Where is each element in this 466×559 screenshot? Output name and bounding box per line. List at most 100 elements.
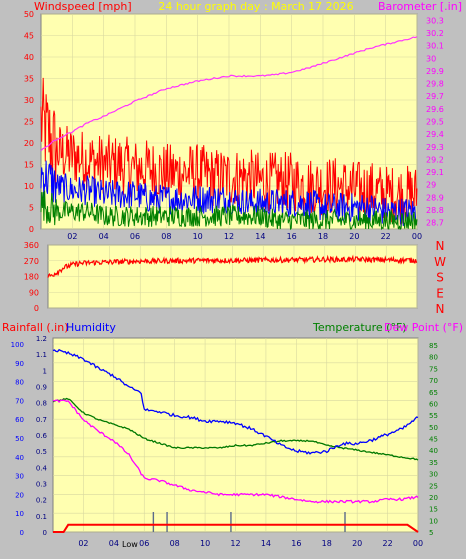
baro-tick-label: 28.7 bbox=[426, 219, 444, 228]
humidity-tick-label: 90 bbox=[15, 360, 24, 368]
wind-x-tick-label: 06 bbox=[130, 232, 140, 241]
lower-x-tick-label: 06 bbox=[139, 539, 149, 548]
wind-tick-label: 45 bbox=[24, 32, 34, 41]
direction-tick-label: 0 bbox=[34, 304, 39, 313]
temperature-tick-label: 50 bbox=[429, 424, 438, 432]
temperature-tick-label: 30 bbox=[429, 471, 438, 479]
baro-tick-label: 29.5 bbox=[426, 118, 444, 127]
dewpoint-line bbox=[52, 399, 419, 504]
temperature-tick-label: 65 bbox=[429, 389, 438, 397]
humidity-tick-label: 50 bbox=[15, 435, 24, 443]
baro-tick-label: 29.2 bbox=[426, 155, 444, 164]
baro-tick-label: 29.8 bbox=[426, 80, 444, 89]
barometer-axis-labels: 30.3 30.2 30.1 30 29.9 29.8 29.7 29.6 29.5 29.4 29… bbox=[426, 16, 444, 227]
baro-tick-label: 29.4 bbox=[426, 130, 444, 139]
compass-label: S bbox=[436, 271, 444, 285]
wind-tick-label: 35 bbox=[24, 75, 34, 84]
rain-tick-label: 0.6 bbox=[36, 432, 48, 440]
wind-x-tick-label: 00 bbox=[412, 232, 422, 241]
wind-tick-label: 10 bbox=[24, 182, 34, 191]
baro-tick-label: 28.9 bbox=[426, 193, 444, 202]
humidity-tick-label: 30 bbox=[15, 473, 24, 481]
wind-x-tick-label: 14 bbox=[255, 232, 265, 241]
compass-label: W bbox=[434, 255, 446, 269]
barometer-line bbox=[40, 36, 418, 152]
wind-x-tick-label: 12 bbox=[224, 232, 234, 241]
lower-x-tick-label: 02 bbox=[78, 539, 88, 548]
baro-tick-label: 29.6 bbox=[426, 105, 444, 114]
temperature-tick-label: 20 bbox=[429, 494, 438, 502]
rain-tick-label: 0.9 bbox=[36, 384, 47, 392]
date-title: 24 hour graph day : March 17 2026 bbox=[158, 0, 353, 13]
baro-tick-label: 28.8 bbox=[426, 206, 444, 215]
temperature-tick-label: 80 bbox=[429, 354, 438, 362]
compass-label: E bbox=[436, 286, 444, 300]
rainfall-line bbox=[53, 523, 419, 533]
wind-x-tick-label: 04 bbox=[99, 232, 109, 241]
temperature-tick-label: 35 bbox=[429, 459, 438, 467]
lower-x-tick-label: 00 bbox=[413, 539, 423, 548]
rain-tick-label: 0.2 bbox=[36, 497, 47, 505]
rain-tick-label: 0.1 bbox=[36, 513, 47, 521]
lower-x-tick-label: 16 bbox=[291, 539, 301, 548]
temperature-tick-label: 55 bbox=[429, 412, 438, 420]
temperature-tick-label: 70 bbox=[429, 377, 438, 385]
baro-tick-label: 30.2 bbox=[426, 29, 444, 38]
wind-tick-label: 15 bbox=[24, 161, 34, 170]
wind-x-tick-label: 02 bbox=[67, 232, 77, 241]
wind-x-tick-label: 10 bbox=[193, 232, 203, 241]
wind-tick-label: 0 bbox=[29, 225, 34, 234]
rain-tick-label: 0.7 bbox=[36, 416, 47, 424]
wind-x-tick-label: 16 bbox=[287, 232, 297, 241]
baro-tick-label: 29.9 bbox=[426, 67, 444, 76]
lower-x-tick-label: 14 bbox=[261, 539, 271, 548]
direction-series bbox=[47, 254, 418, 278]
wind-gust-line bbox=[40, 77, 418, 225]
direction-tick-label: 360 bbox=[24, 241, 39, 250]
humidity-tick-label: 80 bbox=[15, 379, 24, 387]
wind-tick-label: 20 bbox=[24, 139, 34, 148]
humidity-tick-label: 10 bbox=[15, 510, 24, 518]
temperature-tick-label: 5 bbox=[429, 529, 433, 537]
wind-x-tick-label: 08 bbox=[161, 232, 171, 241]
rain-axis-labels: 1.2 1.1 1 0.9 0.8 0.7 0.6 0.5 0.4 0.3 0.2 0.1 0 bbox=[36, 335, 48, 537]
temperature-tick-label: 60 bbox=[429, 400, 438, 408]
rain-tick-label: 0.4 bbox=[36, 464, 48, 472]
lower-x-tick-label: 10 bbox=[200, 539, 210, 548]
windspeed-title: Windspeed [mph] bbox=[34, 0, 132, 13]
wind-min-line bbox=[40, 190, 418, 231]
low-annotation: Low bbox=[122, 540, 138, 549]
rain-tick-label: 1.1 bbox=[36, 351, 47, 359]
baro-tick-label: 29.3 bbox=[426, 143, 444, 152]
temperature-tick-label: 10 bbox=[429, 517, 438, 525]
direction-line bbox=[47, 254, 418, 278]
temperature-tick-label: 40 bbox=[429, 447, 438, 455]
dewpoint-title: Dew Point (°F) bbox=[384, 321, 463, 334]
lower-x-tick-label: 12 bbox=[230, 539, 240, 548]
direction-tick-label: 180 bbox=[24, 273, 39, 282]
wind-x-tick-label: 20 bbox=[349, 232, 359, 241]
rain-tick-label: 0.5 bbox=[36, 448, 47, 456]
direction-tick-label: 90 bbox=[29, 288, 39, 297]
rain-tick-label: 0 bbox=[43, 529, 47, 537]
wind-x-labels: 02 04 06 08 10 12 14 16 18 20 22 00 bbox=[67, 232, 422, 241]
baro-tick-label: 29.1 bbox=[426, 168, 444, 177]
wind-tick-label: 40 bbox=[24, 53, 34, 62]
humidity-line bbox=[52, 348, 419, 455]
baro-tick-label: 30.1 bbox=[426, 42, 444, 51]
rain-tick-label: 1.2 bbox=[36, 335, 47, 343]
rainfall-title: Rainfall (.in) bbox=[2, 321, 69, 334]
baro-tick-label: 29.7 bbox=[426, 92, 444, 101]
rain-tick-label: 1 bbox=[43, 367, 47, 375]
temperature-tick-label: 15 bbox=[429, 506, 438, 514]
temperature-tick-label: 75 bbox=[429, 365, 438, 373]
lower-x-tick-label: 20 bbox=[352, 539, 362, 548]
baro-tick-label: 29 bbox=[426, 181, 436, 190]
humidity-tick-label: 100 bbox=[11, 341, 24, 349]
wind-tick-label: 25 bbox=[24, 118, 34, 127]
lower-x-tick-label: 22 bbox=[382, 539, 392, 548]
